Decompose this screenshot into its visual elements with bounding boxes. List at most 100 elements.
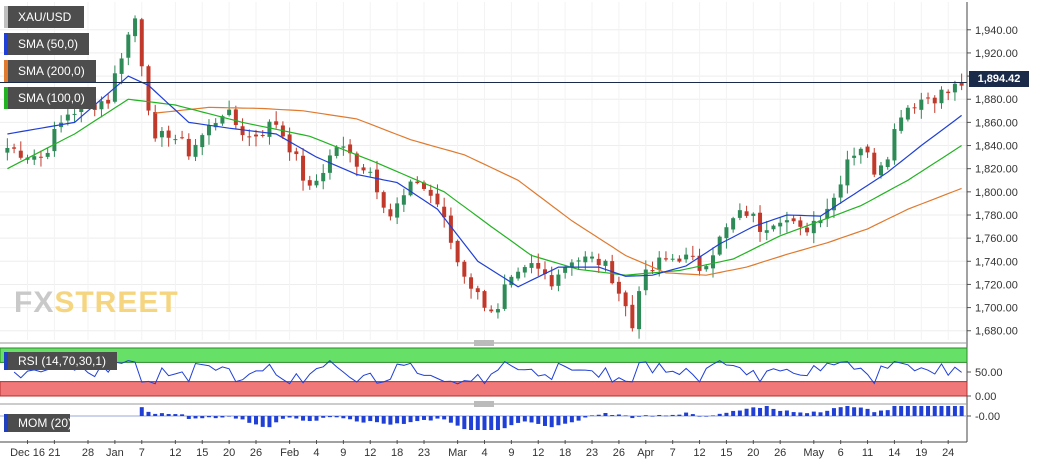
candle-body [932,97,937,104]
mom-bar [522,416,527,422]
mom-bar [596,414,601,416]
legend-sma200[interactable]: SMA (200,0) [4,60,96,82]
candle-body [469,277,474,289]
candle-body [361,167,366,171]
candle-body [549,275,554,287]
candle-body [334,147,339,156]
symbol-label[interactable]: XAU/USD [4,6,84,28]
x-tick-label: 26 [613,447,625,459]
x-tick-label: 18 [559,447,571,459]
mom-bar [348,416,353,420]
mom-bar [374,416,379,423]
mom-bar [751,407,756,416]
candle-body [126,34,131,58]
candle-body [798,220,803,227]
candle-body [744,211,749,216]
candle-body [737,210,742,218]
mom-label[interactable]: MOM (20) [4,414,72,432]
candle-body [926,97,931,99]
candle-body [677,258,682,262]
candle-body [153,112,158,139]
candle-body [724,227,729,239]
mom-bar [583,416,588,418]
candle-body [260,135,265,137]
mom-bar [233,416,238,419]
mom-bar [758,407,763,416]
mom-bar [637,416,642,417]
mom-bar [401,416,406,424]
mom-bar [475,416,480,430]
x-tick-label: 12 [364,447,376,459]
x-tick-label: 24 [942,447,954,459]
candle-body [623,292,628,307]
candle-body [368,171,373,173]
candle-body [52,128,57,152]
candle-body [516,271,521,279]
mom-bar [448,416,453,423]
candle-body [38,156,43,158]
mom-bar [845,406,850,416]
x-tick-label: Mar [448,447,467,459]
mom-bar [778,410,783,416]
rsi-tick-label: 50.00 [975,367,1003,379]
mom-bar [670,414,675,416]
mom-bar [516,416,521,423]
mom-bar [549,416,554,428]
mom-bar [818,412,823,416]
candle-body [630,304,635,329]
candle-body [200,135,205,148]
mom-bar [952,406,957,416]
mom-bar [455,416,460,426]
mom-bar [227,415,232,417]
mom-bar [381,416,386,424]
y-tick-label: 1,700.00 [975,303,1018,315]
candle-body [193,144,198,157]
mom-bar [274,416,279,423]
y-tick-label: 1,880.00 [975,94,1018,106]
legend-sma50[interactable]: SMA (50,0) [4,33,89,55]
legend-sma100[interactable]: SMA (100,0) [4,87,96,109]
candle-body [247,136,252,138]
x-tick-label: 18 [391,447,403,459]
candle-body [65,114,70,121]
candle-body [341,146,346,148]
candle-body [254,134,259,137]
time-axis: Dec 16 21 28 Jan 7 12 15 20 26 Feb 4 9 12 18 23 Mar 4 9 12… [0,440,967,459]
mom-bar [737,410,742,416]
rsi-label[interactable]: RSI (14,70,30,1) [4,352,117,370]
candle-body [939,89,944,104]
candle-body [227,109,232,116]
candle-body [529,263,534,268]
candle-body [233,109,238,126]
mom-bar [610,415,615,416]
mom-bar [254,416,259,425]
candle-body [778,222,783,227]
y-tick-label: 1,820.00 [975,164,1018,176]
candle-body [784,220,789,223]
candle-body [455,240,460,263]
x-tick-label: 6 [838,447,844,459]
candle-body [872,152,877,175]
mom-bar [294,416,299,419]
candle-body [556,274,561,286]
mom-tick-label: -0.00 [975,411,1000,423]
x-tick-label: 28 [82,447,94,459]
candle-body [583,256,588,263]
candle-body [959,82,964,86]
watermark-prefix: FX [14,286,55,319]
candle-body [99,101,104,110]
mom-bar [213,416,218,419]
candle-body [287,134,292,153]
mom-bar [563,416,568,424]
x-tick-label: 12 [693,447,705,459]
candle-body [482,291,487,308]
x-tick-label: 4 [313,447,319,459]
candle-body [186,138,191,157]
mom-bar [428,416,433,421]
mom-bar [569,416,574,423]
candle-body [596,258,601,266]
candle-body [684,254,689,260]
mom-bar [247,416,252,423]
candle-body [18,150,23,158]
